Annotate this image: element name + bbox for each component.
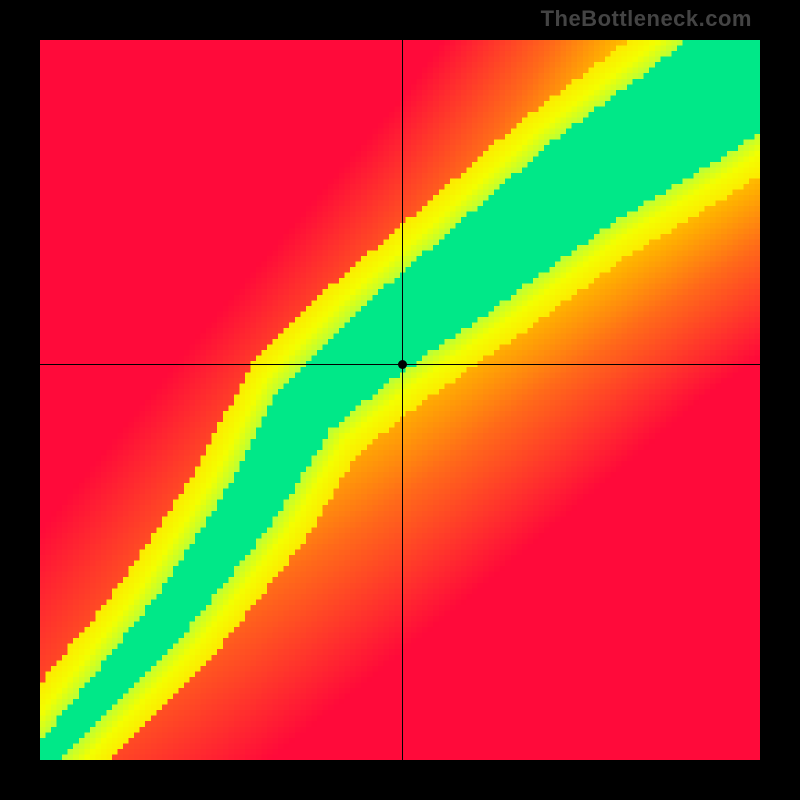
watermark-text: TheBottleneck.com (541, 6, 752, 32)
bottleneck-heatmap (40, 40, 760, 760)
chart-frame: { "watermark": { "text": "TheBottleneck.… (0, 0, 800, 800)
crosshair-marker (398, 360, 407, 369)
crosshair-vertical (402, 40, 403, 760)
